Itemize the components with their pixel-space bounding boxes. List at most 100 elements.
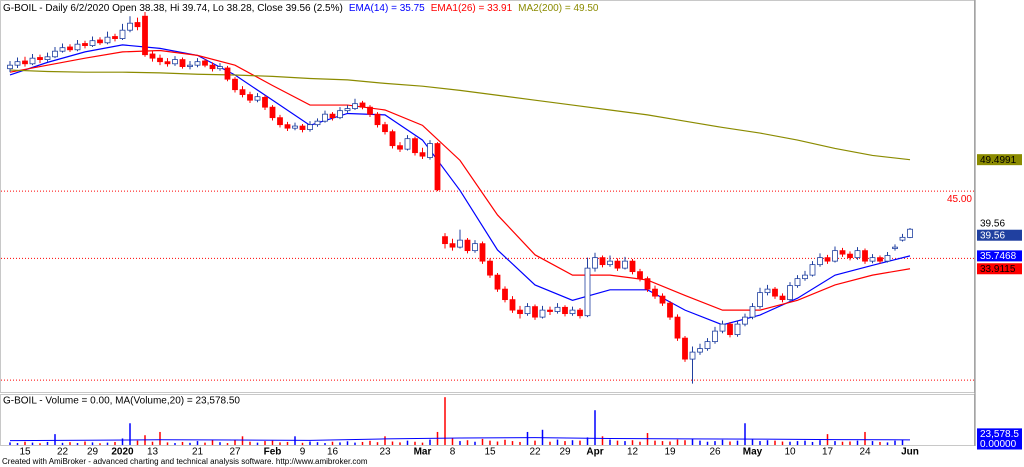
- volume-bar: [384, 436, 386, 445]
- last-value-label-box: [977, 438, 1022, 450]
- candle-body: [787, 285, 793, 301]
- x-tick-label: 15: [484, 447, 496, 458]
- volume-bar: [586, 437, 589, 445]
- candle-body: [697, 348, 703, 353]
- volume-bar: [774, 440, 776, 445]
- volume-bar: [414, 441, 416, 445]
- x-tick-label: 23: [379, 447, 391, 458]
- candle-body: [727, 323, 733, 336]
- candle-body: [112, 36, 118, 39]
- volume-bar: [744, 423, 746, 445]
- x-tick-label: 29: [87, 447, 99, 458]
- candle-body: [382, 124, 388, 133]
- volume-bar: [811, 441, 814, 445]
- volume-bar: [601, 436, 604, 445]
- last-value-label-box: [977, 428, 1022, 440]
- candle-body: [14, 61, 21, 66]
- volume-bar: [99, 443, 101, 445]
- volume-bar: [309, 441, 311, 445]
- volume-bar: [106, 442, 109, 445]
- volume-bar: [871, 441, 874, 445]
- candle-body: [509, 299, 516, 311]
- candle-body: [764, 288, 771, 294]
- candle-body: [907, 228, 913, 238]
- volume-bar: [159, 431, 161, 445]
- x-tick-label: 26: [709, 447, 721, 458]
- candle-body: [892, 246, 898, 249]
- candle-body: [674, 316, 681, 339]
- volume-bar: [211, 439, 214, 445]
- volume-bar: [324, 443, 326, 445]
- volume-bar: [286, 441, 289, 445]
- candle-body: [832, 250, 838, 262]
- volume-bar: [894, 440, 896, 445]
- x-tick-label: 12: [627, 447, 639, 458]
- candle-body: [134, 22, 141, 28]
- candle-body: [404, 138, 411, 150]
- x-tick-label: 15: [19, 447, 31, 458]
- volume-bar: [271, 440, 274, 445]
- candle-body: [194, 61, 201, 66]
- volume-bar: [76, 443, 79, 445]
- candle-body: [824, 257, 831, 262]
- candle-body: [667, 302, 673, 318]
- candle-body: [794, 278, 801, 287]
- candle-body: [7, 64, 13, 70]
- volume-bar: [46, 441, 49, 445]
- volume-bar: [654, 440, 656, 445]
- candle-body: [82, 43, 88, 46]
- volume-bar: [361, 441, 364, 445]
- last-value-label-box: [977, 154, 1022, 166]
- candle-body: [37, 57, 43, 60]
- x-tick-label: 27: [229, 447, 241, 458]
- volume-panel: [0, 394, 975, 446]
- candle-body: [104, 36, 111, 44]
- volume-bar: [16, 443, 19, 445]
- candle-body: [554, 306, 561, 312]
- candle-body: [862, 250, 868, 262]
- candle-body: [254, 96, 261, 101]
- volume-bar: [249, 441, 251, 445]
- volume-bar: [796, 441, 799, 445]
- x-tick-label: Jun: [901, 447, 919, 458]
- candle-body: [149, 53, 156, 59]
- legend-entry: EMA(14) = 35.75: [349, 3, 425, 14]
- candle-body: [734, 323, 741, 336]
- volume-bar: [391, 441, 394, 445]
- volume-bar: [241, 436, 244, 445]
- volume-bar: [301, 442, 304, 445]
- volume-bar: [721, 439, 724, 445]
- candle-body: [877, 257, 883, 262]
- volume-bar: [886, 442, 889, 445]
- candle-body: [854, 250, 861, 259]
- volume-bar: [489, 440, 491, 445]
- volume-bar: [631, 440, 634, 445]
- volume-bar: [841, 441, 844, 445]
- x-tick-label: 29: [559, 447, 571, 458]
- volume-bar: [766, 440, 769, 445]
- candle-body: [307, 124, 313, 130]
- moving-average-line: [9, 44, 911, 326]
- candle-body: [59, 47, 66, 52]
- candle-body: [517, 309, 523, 315]
- volume-bar: [676, 439, 679, 445]
- candle-body: [817, 257, 823, 266]
- x-tick-label: 16: [327, 447, 339, 458]
- volume-bar: [879, 441, 881, 445]
- last-value-label: 0.00000: [980, 439, 1017, 450]
- candle-body: [239, 89, 246, 95]
- volume-bar: [789, 441, 791, 445]
- candle-body: [742, 316, 748, 325]
- candle-body: [209, 64, 216, 70]
- volume-bar: [594, 410, 596, 445]
- volume-bar: [316, 442, 319, 445]
- volume-bar: [579, 440, 581, 445]
- volume-bar: [834, 441, 836, 445]
- candle-body: [539, 309, 546, 318]
- last-value-label: 33.9115: [980, 264, 1016, 275]
- volume-bar: [354, 442, 356, 445]
- candle-body: [344, 108, 351, 112]
- volume-bar: [189, 442, 191, 445]
- x-tick-label: 10: [784, 447, 796, 458]
